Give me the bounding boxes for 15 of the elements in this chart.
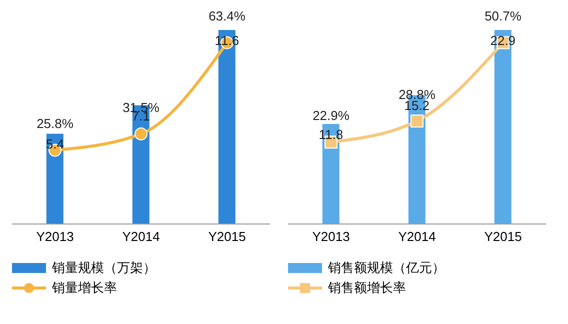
data-label: 50.7% [484, 8, 522, 24]
x-tick-label: Y2015 [484, 229, 522, 244]
x-tick-label: Y2014 [398, 229, 436, 244]
x-tick-label: Y2015 [208, 229, 246, 244]
legend-label: 销量规模（万架） [52, 259, 156, 277]
x-tick-label: Y2014 [122, 229, 160, 244]
data-label: 63.4% [208, 8, 246, 24]
legend-label: 销量增长率 [52, 279, 117, 297]
legend-label: 销售额规模（亿元） [328, 259, 445, 277]
data-label: 25.8% [36, 116, 74, 132]
data-label: 11.6 [214, 33, 240, 48]
x-tick-label: Y2013 [312, 229, 350, 244]
data-label: 22.9% [312, 108, 350, 124]
x-tick-label: Y2013 [36, 229, 74, 244]
legend-label: 销售额增长率 [328, 279, 406, 297]
